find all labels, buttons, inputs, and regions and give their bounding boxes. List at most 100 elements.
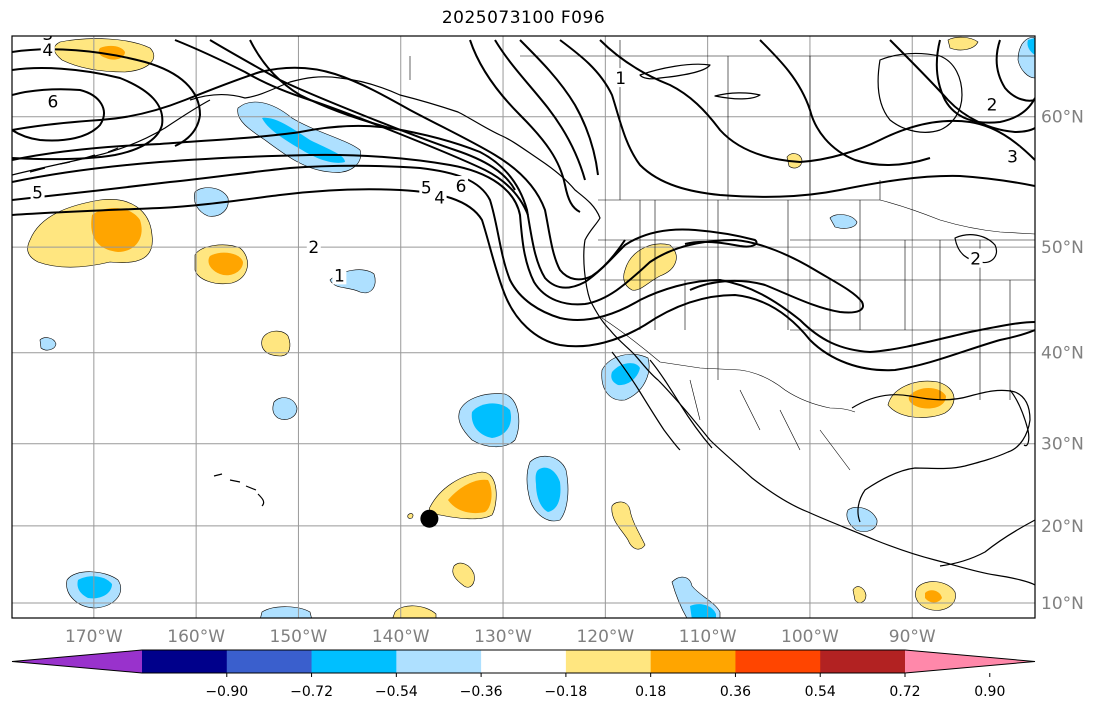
positive-anomaly-region <box>623 243 677 291</box>
positive-anomaly-region <box>407 513 414 519</box>
shaded-anomaly-regions <box>27 36 1035 618</box>
negative-anomaly-region-core <box>1027 38 1035 55</box>
storm-location-marker <box>420 509 439 528</box>
colorbar-tick-label: 0.54 <box>805 684 836 700</box>
contour-label-background <box>30 182 45 202</box>
north-america-west-coast <box>189 76 1035 586</box>
positive-anomaly-region <box>392 605 437 618</box>
contour-label-background <box>613 68 628 88</box>
contour-label: 2 <box>970 250 981 270</box>
longitude-tick-label: 160°W <box>167 627 225 647</box>
contour-label: 6 <box>48 93 59 113</box>
map-frame <box>11 35 1036 619</box>
colorbar-segment <box>735 650 821 673</box>
great-lakes <box>954 234 998 264</box>
longitude-tick-label: 110°W <box>679 627 737 647</box>
colorbar-extend-max <box>905 650 1035 673</box>
contour-line <box>559 39 1035 198</box>
colorbar: −0.90 −0.72 −0.54 −0.36 −0.18 0.18 0.36 0.54 0.7… <box>11 649 1036 700</box>
contour-label-background <box>419 177 434 197</box>
colorbar-segment <box>481 650 567 673</box>
gridlines <box>12 36 1035 618</box>
colorbar-segment <box>650 650 736 673</box>
longitude-tick-labels: 170°W 160°W 150°W 140°W 130°W 120°W 110°W 100°W… <box>65 627 936 647</box>
contour-line <box>599 39 1035 164</box>
arctic-island <box>714 92 761 100</box>
negative-anomaly-region <box>846 507 878 532</box>
colorbar-tick-label: 0.90 <box>974 684 1005 700</box>
positive-anomaly-region-core <box>208 252 243 276</box>
positive-anomaly-region <box>852 586 867 604</box>
contour-label: 1 <box>334 266 345 286</box>
central-america <box>939 519 1035 567</box>
contour-label: 4 <box>434 189 445 209</box>
alaska-peninsula <box>12 99 211 176</box>
contour-line <box>12 153 864 314</box>
negative-anomaly-region <box>39 337 57 351</box>
colorbar-tick-label: −0.72 <box>290 684 333 700</box>
colorbar-tick-label: −0.36 <box>460 684 503 700</box>
negative-anomaly-region-core <box>262 117 345 163</box>
longitude-tick-label: 130°W <box>474 627 532 647</box>
colorbar-segment <box>311 650 397 673</box>
longitude-tick-label: 140°W <box>372 627 430 647</box>
negative-anomaly-region-core <box>690 604 716 618</box>
florida <box>1009 389 1030 447</box>
latitude-tick-labels: 10°N 20°N 30°N 40°N 50°N 60°N <box>1041 108 1084 614</box>
positive-anomaly-region-core <box>448 479 492 514</box>
contour-label-background <box>306 237 321 257</box>
mexico-state-lines <box>689 379 851 471</box>
contour-line <box>759 39 931 167</box>
longitude-tick-label: 100°W <box>781 627 839 647</box>
colorbar-segment <box>820 650 906 673</box>
colorbar-tick-label: −0.54 <box>375 684 418 700</box>
contour-label-background <box>45 91 60 111</box>
contour-label: 4 <box>42 41 53 61</box>
negative-anomaly-region <box>829 214 858 229</box>
contour-label: 5 <box>421 178 432 198</box>
colorbar-segment <box>226 650 313 673</box>
colorbar-segment <box>396 650 482 673</box>
latitude-tick-label: 10°N <box>1041 594 1084 614</box>
latitude-tick-label: 50°N <box>1041 238 1084 258</box>
latitude-tick-label: 40°N <box>1041 344 1084 364</box>
hudson-bay <box>877 52 963 133</box>
latitude-tick-label: 60°N <box>1041 108 1084 128</box>
contour-label: 3 <box>1007 148 1018 168</box>
colorbar-tick-label: 0.72 <box>889 684 920 700</box>
positive-anomaly-region-core <box>91 208 142 252</box>
contour-line <box>12 188 1035 372</box>
contour-line <box>12 48 202 147</box>
longitude-tick-label: 150°W <box>270 627 328 647</box>
contour-label-background <box>40 39 55 59</box>
contour-line <box>209 39 516 191</box>
colorbar-tick-label: 0.18 <box>635 684 666 700</box>
positive-anomaly-region <box>452 562 475 588</box>
contour-line <box>889 39 1035 134</box>
colorbar-outline <box>11 649 1036 674</box>
contour-label-background <box>432 187 447 207</box>
arctic-island <box>639 63 711 80</box>
baja-california <box>611 351 681 451</box>
colorbar-tick-label: 0.36 <box>720 684 751 700</box>
latitude-tick-label: 30°N <box>1041 435 1084 455</box>
contour-label: 3 <box>42 25 53 45</box>
contour-label: 2 <box>987 96 998 116</box>
positive-anomaly-region <box>947 36 979 51</box>
colorbar-tick-label: −0.18 <box>544 684 587 700</box>
contour-line <box>494 39 586 181</box>
negative-anomaly-region-core <box>471 403 512 438</box>
us-canada-border <box>598 180 1035 235</box>
contour-line <box>469 39 581 213</box>
colorbar-tick-label: −0.90 <box>205 684 248 700</box>
contour-label: 6 <box>456 177 467 197</box>
longitude-tick-label: 120°W <box>576 627 634 647</box>
positive-anomaly-region <box>261 330 291 357</box>
us-mexico-border <box>601 317 856 413</box>
contour-label-background <box>968 248 983 268</box>
contour-line <box>12 67 164 161</box>
contour-label: 1 <box>615 69 626 89</box>
